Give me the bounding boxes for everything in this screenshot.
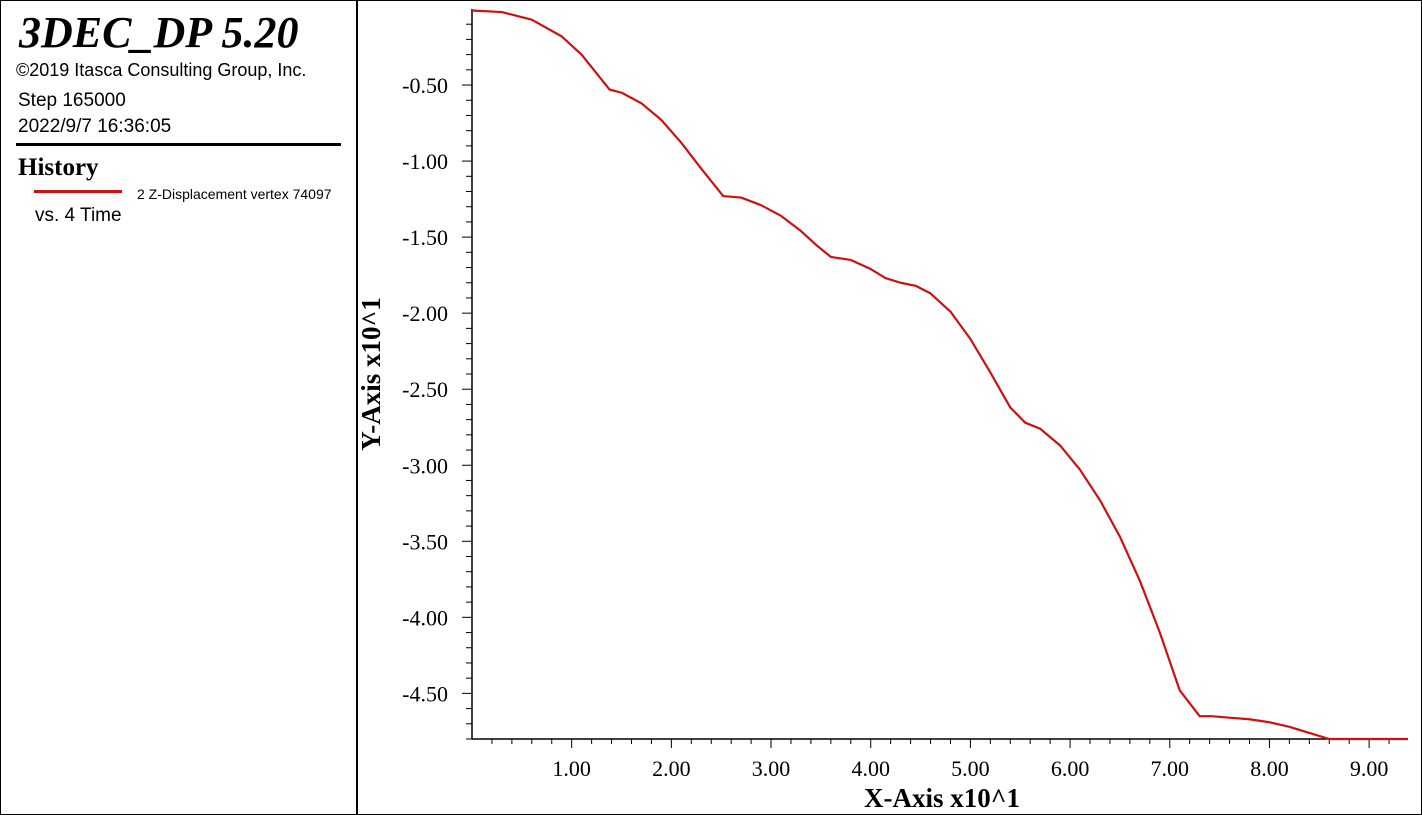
y-tick-label: -2.00 <box>402 301 448 326</box>
info-panel: 3DEC_DP 5.20 ©2019 Itasca Consulting Gro… <box>1 1 358 814</box>
y-tick-label: -1.00 <box>402 149 448 174</box>
chart: 1.00 2.00 3.00 4.00 5.00 6.00 7.00 8.00 9.00 -0.… <box>358 9 1408 813</box>
step-label: Step 165000 <box>18 90 126 111</box>
legend-vs-label: vs. 4 Time <box>35 205 122 226</box>
legend-series-label: 2 Z-Displacement vertex 74097 <box>137 186 332 202</box>
y-tick-label: -4.50 <box>402 681 448 706</box>
series-line <box>471 9 1408 741</box>
x-tick-label: 6.00 <box>1051 756 1090 781</box>
x-axis-label: X-Axis x10^1 <box>864 783 1020 813</box>
history-title: History <box>18 154 99 181</box>
timestamp-label: 2022/9/7 16:36:05 <box>18 116 172 137</box>
x-tick-label: 3.00 <box>752 756 791 781</box>
y-axis-label: Y-Axis x10^1 <box>358 297 386 450</box>
axes <box>471 9 1408 740</box>
x-tick-label: 8.00 <box>1250 756 1289 781</box>
copyright-text: ©2019 Itasca Consulting Group, Inc. <box>16 60 307 80</box>
x-tick-label: 4.00 <box>851 756 890 781</box>
x-axis-ticks: 1.00 2.00 3.00 4.00 5.00 6.00 7.00 8.00 9.00 <box>491 739 1390 781</box>
legend-swatch <box>34 190 122 193</box>
y-tick-label: -3.50 <box>402 529 448 554</box>
x-tick-label: 7.00 <box>1151 756 1190 781</box>
x-tick-label: 9.00 <box>1350 756 1389 781</box>
y-tick-label: -0.50 <box>402 73 448 98</box>
divider <box>16 143 341 146</box>
y-tick-label: -4.00 <box>402 605 448 630</box>
y-tick-label: -1.50 <box>402 225 448 250</box>
x-tick-label: 5.00 <box>951 756 990 781</box>
y-tick-label: -2.50 <box>402 377 448 402</box>
app-title: 3DEC_DP 5.20 <box>19 8 299 57</box>
y-axis-ticks: -0.50 -1.00 -1.50 -2.00 -2.50 -3.00 -3.50 -4.00… <box>402 23 472 740</box>
x-tick-label: 2.00 <box>652 756 691 781</box>
y-tick-label: -3.00 <box>402 453 448 478</box>
x-tick-label: 1.00 <box>552 756 591 781</box>
